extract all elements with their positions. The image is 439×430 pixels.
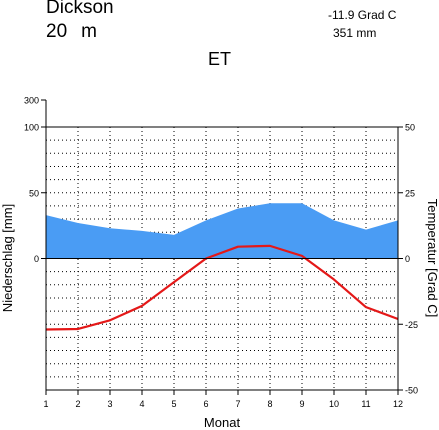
elevation-value: 20 — [46, 21, 68, 42]
x-tick-label: 9 — [299, 399, 304, 409]
y-left-tick-label: 100 — [24, 123, 39, 133]
y-right-tick-label: -50 — [405, 386, 418, 396]
x-tick-label: 2 — [75, 399, 80, 409]
axis-labels: Monat Niederschlag [mm] Temperatur [Grad… — [0, 199, 439, 430]
y-right-tick-label: 50 — [405, 123, 415, 133]
y-right-tick-label: 25 — [405, 188, 415, 198]
annual-precipitation: 351 mm — [333, 26, 377, 40]
x-tick-label: 1 — [43, 399, 48, 409]
station-name: Dickson — [46, 0, 114, 18]
mean-temperature: -11.9 Grad C — [328, 8, 397, 22]
y-right-tick-label: -25 — [405, 320, 418, 330]
temperature-series — [45, 244, 399, 331]
y-left-tick-label: 50 — [29, 188, 39, 198]
x-tick-label: 5 — [171, 399, 176, 409]
elevation-unit: m — [81, 21, 97, 42]
x-tick-label: 6 — [203, 399, 208, 409]
y-axis-label-left: Niederschlag [mm] — [0, 204, 15, 312]
station-elevation: 20 m — [46, 21, 111, 43]
x-tick-label: 12 — [393, 399, 403, 409]
y-axis-label-right: Temperatur [Grad C] — [425, 199, 439, 318]
x-tick-label: 3 — [107, 399, 112, 409]
climate-classification: ET — [208, 49, 232, 69]
x-tick-label: 4 — [139, 399, 144, 409]
x-tick-label: 10 — [329, 399, 339, 409]
x-tick-label: 7 — [235, 399, 240, 409]
y-right-tick-label: 0 — [405, 254, 410, 264]
x-tick-label: 11 — [361, 399, 370, 409]
temperature-line — [45, 244, 399, 331]
x-axis-label: Monat — [204, 415, 241, 430]
precipitation-area — [46, 203, 398, 259]
precipitation-series — [46, 203, 398, 259]
y-left-tick-label: 300 — [24, 96, 39, 106]
x-tick-label: 8 — [267, 399, 272, 409]
y-left-tick-label: 0 — [34, 254, 39, 264]
